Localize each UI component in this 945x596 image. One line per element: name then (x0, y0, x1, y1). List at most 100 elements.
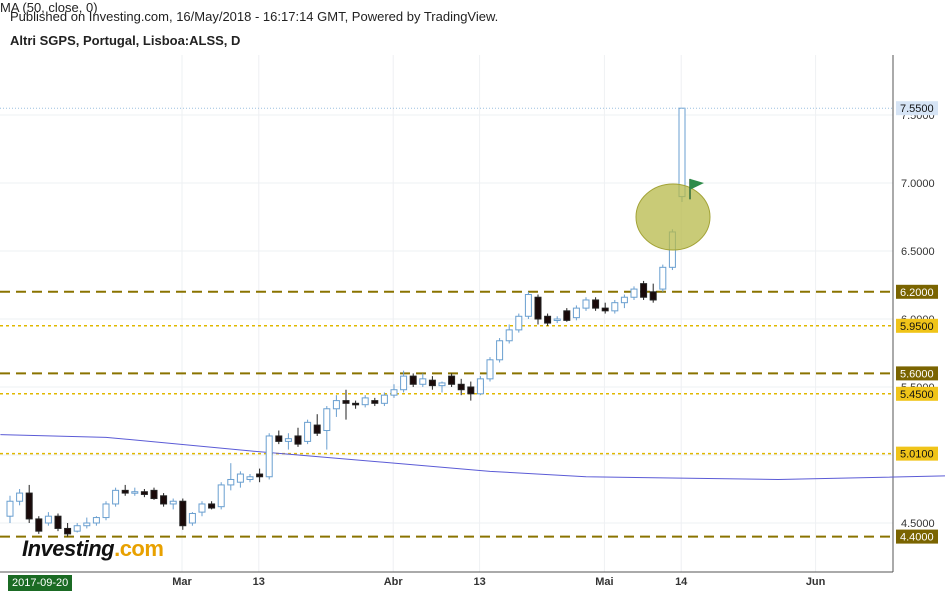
candle (275, 435, 283, 442)
candle (678, 107, 686, 198)
candle (92, 517, 100, 524)
x-tick-label: 13 (253, 576, 265, 588)
candle (582, 299, 590, 309)
candle (390, 389, 398, 396)
candle (169, 500, 177, 505)
level-badge (896, 318, 938, 333)
candle (313, 424, 321, 434)
last-price-badge (896, 101, 938, 116)
highlight-circle (635, 183, 711, 251)
candle (150, 489, 158, 500)
level-badge (896, 446, 938, 461)
candle (83, 522, 91, 527)
candle (496, 340, 504, 361)
last-price-badge-label: 7.5500 (900, 103, 934, 115)
level-badge-label: 5.6000 (900, 368, 934, 380)
level-badge-label: 5.9500 (900, 321, 934, 333)
candle (64, 527, 72, 535)
candle (659, 266, 667, 290)
candle (73, 525, 81, 532)
annotations (0, 107, 893, 251)
candle (409, 375, 417, 385)
candle (217, 484, 225, 508)
candle (131, 491, 139, 494)
chart-axes: 4.50005.00005.50006.00006.50007.00007.50… (0, 55, 935, 588)
x-tick-label: Mar (172, 576, 192, 588)
candle (467, 386, 475, 395)
candle (16, 492, 24, 502)
candle (54, 515, 62, 529)
support-resistance-levels (0, 290, 893, 538)
candle (140, 491, 148, 495)
candle (121, 489, 129, 494)
level-badge (896, 529, 938, 544)
y-tick-label: 6.5000 (901, 246, 935, 258)
candle (448, 375, 456, 385)
candle (198, 503, 206, 513)
candle (227, 478, 235, 486)
candle (505, 329, 513, 342)
level-badge (896, 366, 938, 381)
flag-icon (690, 178, 704, 190)
candle (112, 489, 120, 505)
x-tick-label: Mai (595, 576, 613, 588)
candle (601, 307, 609, 312)
candle (208, 503, 216, 509)
candle (400, 375, 408, 391)
candle (592, 299, 600, 309)
moving-average (0, 434, 945, 480)
candle (380, 394, 388, 404)
chart-title: Altri SGPS, Portugal, Lisboa:ALSS, D (10, 33, 241, 48)
y-tick-label: 7.0000 (901, 178, 935, 190)
y-tick-label: 4.5000 (901, 518, 935, 530)
candle (524, 294, 532, 317)
candle (179, 500, 187, 527)
candle (352, 402, 360, 406)
candle (544, 315, 552, 324)
candle (323, 408, 331, 432)
candle (35, 518, 43, 532)
candle (438, 382, 446, 387)
candle (515, 315, 523, 331)
level-badge-label: 6.2000 (900, 287, 934, 299)
candle (486, 359, 494, 380)
candles (6, 107, 686, 537)
candle (188, 512, 196, 524)
level-badge (896, 284, 938, 299)
ma-line (0, 434, 945, 480)
candle (332, 400, 340, 410)
candle (25, 492, 33, 520)
candle (371, 400, 379, 404)
x-tick-label: Abr (384, 576, 404, 588)
candle (572, 307, 580, 319)
candle (611, 302, 619, 312)
candle (553, 318, 561, 321)
candle (419, 378, 427, 385)
candle (284, 438, 292, 442)
candle (265, 435, 273, 478)
indicator-label[interactable]: MA (50, close, 0) (0, 0, 98, 15)
x-tick-label: 13 (473, 576, 485, 588)
candle (630, 288, 638, 298)
investing-logo: Investing.com (22, 536, 164, 561)
candle (44, 515, 52, 524)
candle (563, 310, 571, 321)
candle (304, 421, 312, 442)
candle (256, 473, 264, 478)
candle (649, 291, 657, 301)
published-info: Published on Investing.com, 16/May/2018 … (10, 9, 499, 24)
candle (160, 495, 168, 505)
candle (246, 476, 254, 480)
candle (640, 283, 648, 298)
candle (236, 473, 244, 483)
candle (457, 383, 465, 391)
candle (294, 435, 302, 445)
candle (620, 296, 628, 304)
chart-grid (0, 55, 893, 572)
level-badge-label: 5.4500 (900, 389, 934, 401)
price-badges: 7.5500 6.2000 5.9500 5.6000 5.4500 5.0100 4.40… (896, 101, 938, 544)
level-badge-label: 5.0100 (900, 449, 934, 461)
x-tick-label: Jun (806, 576, 826, 588)
candle (476, 378, 484, 395)
